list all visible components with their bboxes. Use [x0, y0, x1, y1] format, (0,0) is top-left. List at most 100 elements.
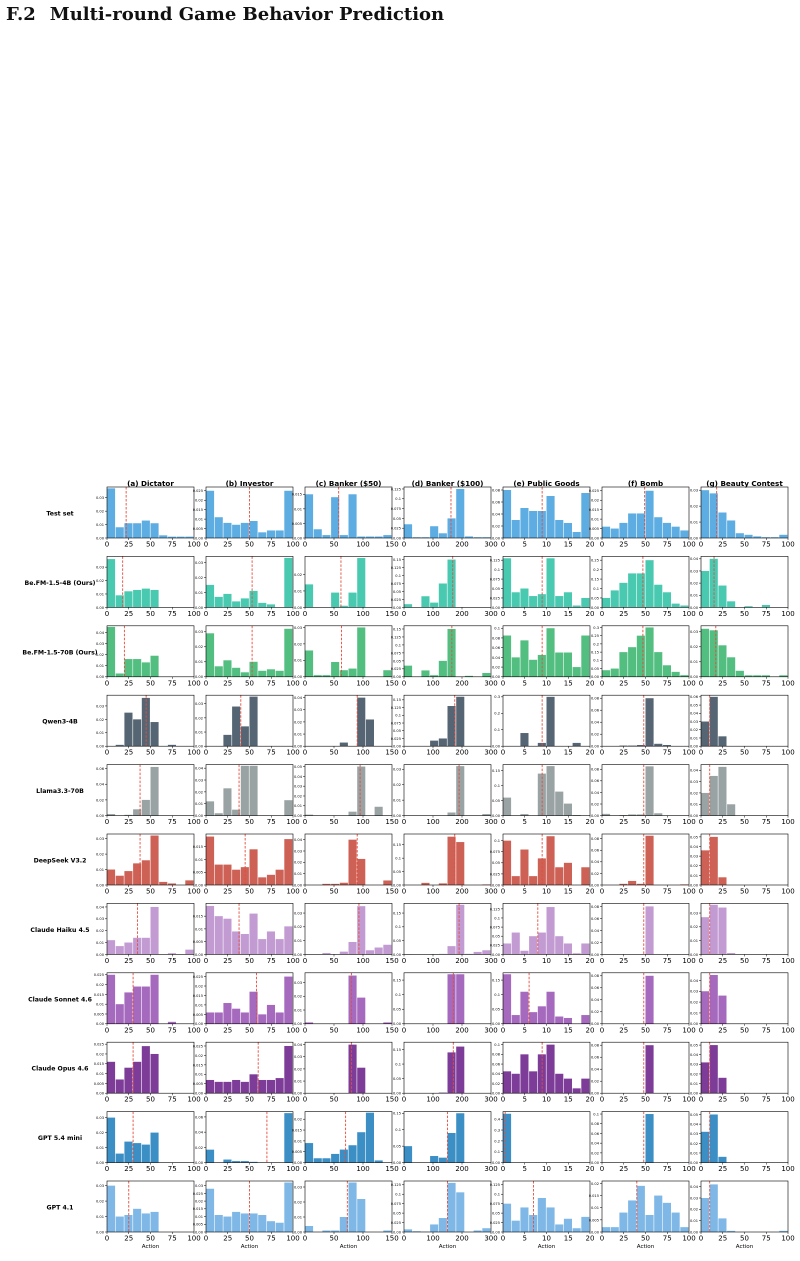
y-tick-label: 0.15	[591, 651, 599, 655]
histogram-bar	[348, 1145, 357, 1163]
y-tick-label: 0.01	[96, 523, 104, 527]
x-tick-label: 100	[426, 957, 439, 965]
histogram-bar	[438, 738, 447, 747]
y-tick-label: 0.03	[195, 561, 203, 565]
y-tick-label: 0.03	[690, 489, 698, 493]
subplot-panel: 0.00 0.01 0.02 0.03 0 25 50 75 100 Action	[96, 1180, 201, 1250]
y-tick-label: 0.1	[593, 659, 599, 663]
y-tick-label: 0.025	[391, 598, 401, 602]
x-tick-label: 0	[699, 1235, 703, 1243]
histogram-bar	[701, 490, 710, 538]
y-tick-label: 0.08	[591, 974, 600, 978]
histogram-bar	[447, 812, 456, 816]
y-tick-label: 0.05	[393, 659, 401, 663]
histogram-bar	[258, 1014, 267, 1024]
histogram-bar	[331, 1230, 340, 1232]
y-tick-label: 0.01	[294, 1215, 302, 1219]
histogram-bar	[456, 904, 465, 955]
y-tick-label: 0.025	[94, 1043, 104, 1047]
histogram-bar	[331, 1153, 340, 1163]
x-tick-label: 0	[402, 679, 406, 687]
y-tick-label: 0.00	[195, 606, 204, 610]
x-tick-label: 0	[402, 1026, 406, 1034]
y-tick-label: 0.01	[690, 803, 698, 807]
y-tick-label: 0.00	[492, 745, 501, 749]
y-tick-label: 0.01	[294, 659, 302, 663]
x-tick-label: 100	[286, 888, 299, 896]
histogram-bar	[383, 1230, 392, 1232]
x-tick-label: 75	[168, 1235, 177, 1243]
x-tick-label: 75	[267, 1165, 276, 1173]
histogram-bar	[404, 524, 413, 538]
histogram-bar	[133, 1143, 142, 1163]
y-tick-label: 0.25	[591, 559, 599, 563]
x-tick-label: 50	[740, 749, 749, 757]
y-tick-label: 0.04	[690, 1185, 699, 1189]
histogram-bar	[602, 597, 611, 608]
histogram-bar	[383, 1022, 392, 1024]
x-tick-label: 200	[455, 679, 468, 687]
x-tick-label: 25	[124, 1096, 133, 1104]
x-tick-label: 20	[586, 888, 595, 896]
y-tick-label: 0.015	[193, 508, 203, 512]
x-tick-label: 50	[146, 749, 155, 757]
y-tick-label: 0.00	[195, 883, 204, 887]
axes-frame	[403, 903, 492, 955]
x-tick-label: 25	[619, 1235, 628, 1243]
histogram-bar	[464, 536, 473, 538]
histogram-bar	[709, 775, 718, 816]
x-tick-label: 0	[699, 749, 703, 757]
y-tick-label: 0.01	[96, 1072, 104, 1076]
x-tick-label: 25	[223, 1096, 232, 1104]
subplot-panel: 0.00 0.01 0.02 0.03 0 25 50 75 100	[195, 694, 300, 757]
y-tick-label: 0.1	[494, 568, 500, 572]
x-tick-label: 25	[619, 1165, 628, 1173]
histogram-bar	[141, 1046, 150, 1094]
axes-frame	[403, 556, 492, 608]
axes-frame	[403, 764, 492, 816]
x-tick-label: 5	[523, 679, 527, 687]
histogram-bar	[223, 918, 232, 955]
y-tick-label: 0.1	[395, 857, 401, 861]
x-tick-label: 50	[245, 957, 254, 965]
x-tick-label: 200	[455, 888, 468, 896]
x-tick-label: 75	[663, 610, 672, 618]
histogram-bar	[115, 1079, 124, 1094]
x-tick-label: 100	[781, 1235, 794, 1243]
y-tick-label: 0.125	[391, 566, 401, 570]
histogram-bar	[610, 528, 619, 538]
histogram-bar	[520, 588, 529, 608]
y-tick-label: 0.2	[494, 712, 500, 716]
x-tick-label: 100	[187, 1026, 200, 1034]
y-tick-label: 0.1	[494, 1043, 500, 1047]
x-tick-label: 0	[501, 888, 505, 896]
y-tick-label: 0.00	[393, 1161, 402, 1165]
histogram-bar	[555, 936, 564, 955]
y-tick-label: 0.025	[589, 489, 599, 493]
x-tick-label: 25	[718, 749, 727, 757]
histogram-bar	[275, 1012, 284, 1024]
histogram-bar	[654, 813, 663, 816]
y-tick-label: 0.075	[490, 1202, 500, 1206]
x-tick-label: 0	[303, 749, 307, 757]
x-tick-label: 150	[385, 679, 398, 687]
x-tick-label: 0	[204, 957, 208, 965]
x-tick-label: 5	[523, 888, 527, 896]
x-tick-label: 100	[286, 1026, 299, 1034]
x-tick-label: 10	[542, 818, 551, 826]
y-tick-label: 0.06	[690, 695, 699, 699]
subplot-panel: 0.00 0.01 0.02 0 50 100 150	[294, 556, 399, 618]
y-tick-label: 0.06	[591, 849, 600, 853]
histogram-bar	[115, 744, 124, 747]
x-tick-label: 75	[762, 749, 771, 757]
y-tick-label: 0.005	[193, 527, 203, 531]
histogram-bar	[249, 521, 258, 538]
subplot-panel: 0.00 0.025 0.05 0.075 0.1 0.125 0 5 10 15 20	[490, 556, 594, 618]
histogram-bar	[636, 1185, 645, 1232]
histogram-bar	[546, 496, 555, 538]
x-tick-label: 300	[484, 888, 497, 896]
histogram-bar	[511, 1073, 520, 1094]
histogram-bar	[511, 657, 520, 677]
y-tick-label: 0.01	[96, 664, 104, 668]
histogram-bar	[185, 949, 194, 955]
